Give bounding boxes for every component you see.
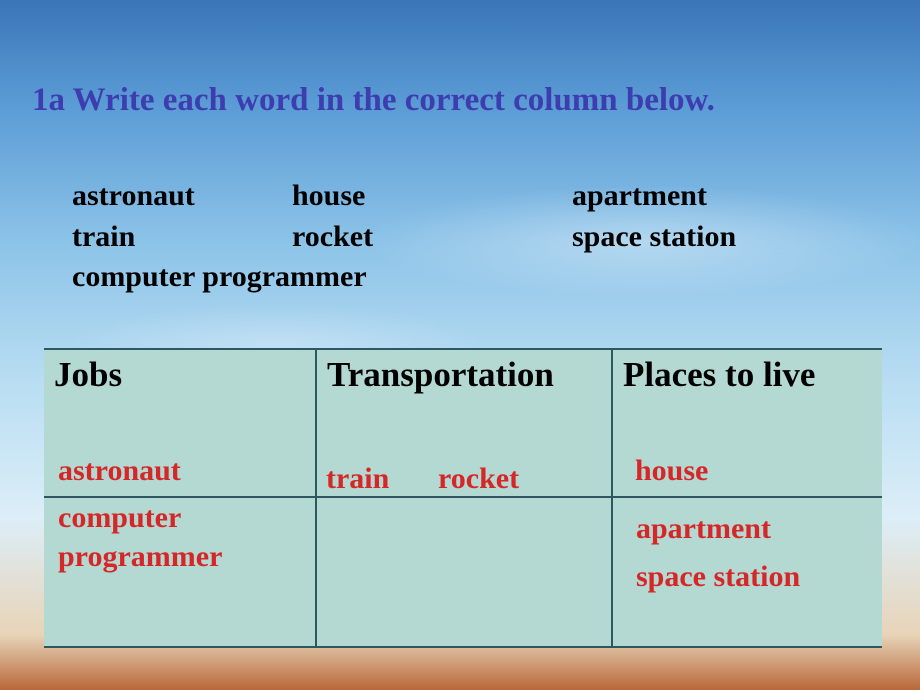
answer-text: rocket [438, 462, 519, 495]
answer-text: computer [58, 501, 181, 534]
answer-text: astronaut [58, 454, 181, 487]
word-bank-row: astronaut house apartment [72, 176, 736, 217]
word-bank-word: house [292, 176, 572, 217]
header-places: Places to live [623, 356, 872, 395]
word-bank-word: rocket [292, 217, 572, 258]
word-bank-word: astronaut [72, 176, 292, 217]
word-bank: astronaut house apartment train rocket s… [72, 176, 736, 298]
word-bank-row: computer programmer [72, 257, 736, 298]
answer-text: apartment [636, 512, 771, 545]
word-bank-word: computer programmer [72, 257, 367, 298]
slide: 1a Write each word in the correct column… [0, 0, 920, 690]
word-bank-word: train [72, 217, 292, 258]
answer-text: train [326, 462, 389, 495]
word-bank-row: train rocket space station [72, 217, 736, 258]
table-cell [316, 497, 612, 647]
answer-text: programmer [58, 540, 222, 573]
answer-text: space station [636, 560, 800, 593]
category-table: Jobs Transportation Places to live [44, 348, 882, 648]
header-transportation: Transportation [327, 356, 601, 395]
header-jobs: Jobs [54, 356, 305, 395]
answer-text: house [635, 454, 708, 487]
word-bank-word: space station [572, 217, 736, 258]
word-bank-word: apartment [572, 176, 707, 217]
instruction-title: 1a Write each word in the correct column… [32, 82, 715, 119]
